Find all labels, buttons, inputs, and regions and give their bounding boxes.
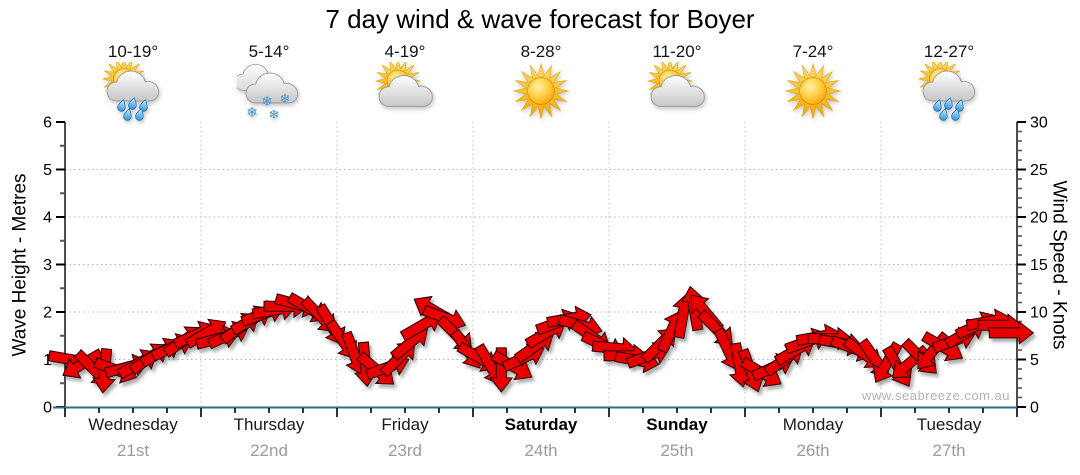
y-right-tick-label: 25 (1030, 162, 1048, 179)
y-left-axis: 0 1 2 3 4 5 6 (43, 115, 66, 417)
svg-text:❄: ❄ (261, 94, 273, 110)
date-label: 22nd (250, 441, 288, 460)
sun-cloud-rain-icon (917, 62, 981, 122)
date-label: 25th (660, 441, 694, 460)
svg-text:❄: ❄ (246, 105, 258, 121)
y-right-axis: 0 5 10 15 20 25 30 (1016, 115, 1048, 417)
day-label: Wednesday (88, 415, 178, 434)
temp-range-label: 7-24° (792, 42, 834, 61)
wind-arrow (184, 318, 227, 349)
y-left-tick-label: 4 (43, 210, 52, 227)
wind-arrow-band (47, 285, 1035, 394)
y-left-tick-label: 0 (43, 400, 52, 417)
y-right-tick-label: 20 (1030, 210, 1048, 227)
day-label: Sunday (646, 415, 708, 434)
y-right-tick-label: 30 (1030, 115, 1048, 132)
sun-icon (781, 62, 845, 122)
clouds-snow-icon: ❄ ❄ ❄ ❄ (237, 62, 301, 122)
date-label: 26th (796, 441, 830, 460)
y-right-tick-label: 15 (1030, 257, 1048, 274)
wind-arrow (988, 320, 1035, 345)
date-label: 23rd (387, 441, 423, 460)
y-left-tick-label: 1 (43, 352, 52, 369)
sun-cloud-icon (645, 62, 709, 122)
day-label: Friday (381, 415, 429, 434)
temp-range-label: 10-19° (107, 42, 159, 61)
x-axis (53, 406, 1018, 417)
watermark: www.seabreeze.com.au (861, 388, 1010, 403)
temp-range-label: 12-27° (923, 42, 975, 61)
y-right-tick-label: 10 (1030, 305, 1048, 322)
temp-range-label: 11-20° (652, 42, 702, 61)
date-label: 21st (116, 441, 150, 460)
y-left-tick-label: 3 (43, 257, 52, 274)
day-label: Thursday (233, 415, 305, 434)
day-label: Saturday (504, 415, 578, 434)
day-label: Monday (782, 415, 844, 434)
svg-text:❄: ❄ (269, 108, 280, 122)
temp-range-label: 4-19° (384, 42, 426, 61)
y-right-tick-label: 5 (1030, 352, 1039, 369)
sun-icon (509, 62, 573, 122)
day-label: Tuesday (916, 415, 982, 434)
y-left-tick-label: 5 (43, 162, 52, 179)
y-left-tick-label: 2 (43, 305, 52, 322)
temp-range-label: 8-28° (520, 42, 562, 61)
y-right-tick-label: 0 (1030, 400, 1039, 417)
svg-text:❄: ❄ (280, 92, 291, 107)
sun-cloud-rain-icon (101, 62, 165, 122)
temp-range-label: 5-14° (248, 42, 290, 61)
sun-cloud-icon (373, 62, 437, 122)
chart-title: 7 day wind & wave forecast for Boyer (325, 4, 755, 34)
y-left-tick-label: 6 (43, 115, 52, 132)
date-label: 24th (524, 441, 558, 460)
date-label: 27th (932, 441, 966, 460)
